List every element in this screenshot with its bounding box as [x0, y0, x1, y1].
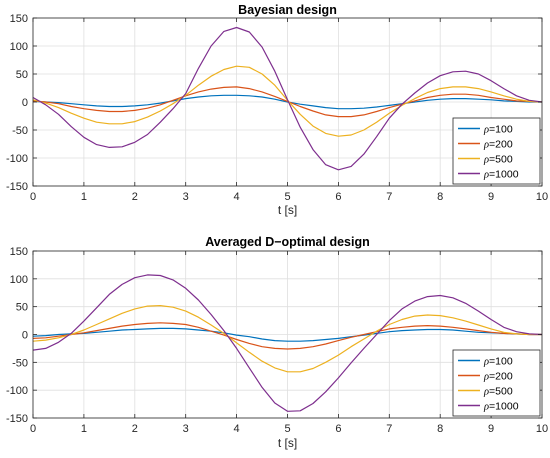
x-tick-label: 7 [386, 191, 392, 203]
legend: ρ=100 ρ=200 ρ=500 ρ=1000 [452, 349, 541, 417]
legend: ρ=100 ρ=200 ρ=500 ρ=1000 [452, 117, 541, 185]
legend-item-500: ρ=500 [458, 154, 513, 166]
legend-label: ρ=100 [483, 356, 513, 368]
x-axis-label: t [s] [278, 436, 297, 450]
x-tick-label: 2 [132, 423, 138, 435]
x-tick-label: 5 [284, 191, 290, 203]
legend-label: ρ=1000 [483, 169, 519, 181]
series-line-500 [32, 305, 542, 373]
chart-panel-bayesian: 0 1 2 3 4 5 6 7 8 9 10 -150 -100 -50 0 50 100 150 Bayesian… [6, 3, 548, 217]
series-line-100 [32, 327, 542, 342]
y-tick-label: 100 [10, 274, 28, 286]
series-line-200 [32, 86, 543, 118]
legend-item-200: ρ=200 [458, 139, 513, 151]
x-tick-label: 7 [386, 423, 392, 435]
legend-item-1000: ρ=1000 [458, 169, 519, 181]
legend-label: ρ=500 [483, 386, 513, 398]
y-tick-label: -100 [6, 385, 28, 397]
x-tick-label: 10 [536, 191, 548, 203]
x-tick-label: 3 [183, 423, 189, 435]
y-tick-label: 50 [16, 69, 28, 81]
y-tick-label: -50 [12, 357, 28, 369]
y-tick-label: 0 [22, 330, 28, 342]
x-tick-label: 9 [488, 191, 494, 203]
x-tick-label: 0 [30, 423, 36, 435]
x-tick-label: 10 [536, 423, 548, 435]
x-tick-label: 2 [132, 191, 138, 203]
x-tick-label: 4 [234, 423, 240, 435]
legend-item-100: ρ=100 [458, 124, 513, 136]
x-tick-label: 6 [335, 191, 341, 203]
legend-label: ρ=200 [483, 371, 513, 383]
legend-item-1000: ρ=1000 [458, 401, 519, 413]
legend-label: ρ=1000 [483, 401, 519, 413]
legend-item-100: ρ=100 [458, 356, 513, 368]
y-tick-label: -150 [6, 413, 28, 425]
y-tick-label: 100 [10, 41, 28, 53]
y-tick-label: 50 [16, 302, 28, 314]
x-tick-label: 8 [437, 423, 443, 435]
chart-title: Averaged D−optimal design [205, 235, 370, 249]
x-tick-label: 3 [183, 191, 189, 203]
y-tick-label: 150 [10, 13, 28, 25]
x-tick-label: 1 [81, 423, 87, 435]
x-tick-label: 4 [234, 191, 240, 203]
x-tick-label: 1 [81, 191, 87, 203]
x-tick-label: 6 [335, 423, 341, 435]
y-tick-label: 0 [22, 97, 28, 109]
series-line-200 [32, 322, 542, 350]
legend-label: ρ=500 [483, 154, 513, 166]
legend-label: ρ=200 [483, 139, 513, 151]
y-tick-label: -150 [6, 181, 28, 193]
chart-title: Bayesian design [238, 3, 337, 17]
series-line-1000 [32, 274, 543, 412]
legend-label: ρ=100 [483, 124, 513, 136]
x-tick-label: 8 [437, 191, 443, 203]
x-tick-label: 9 [488, 423, 494, 435]
chart-panel-d-optimal: 0 1 2 3 4 5 6 7 8 9 10 -150 -100 -50 0 50 100 150 Averaged… [6, 235, 548, 450]
series-line-1000 [32, 26, 543, 171]
y-tick-label: -100 [6, 153, 28, 165]
x-tick-label: 5 [284, 423, 290, 435]
x-tick-label: 0 [30, 191, 36, 203]
legend-item-500: ρ=500 [458, 386, 513, 398]
y-tick-label: -50 [12, 125, 28, 137]
y-tick-label: 150 [10, 246, 28, 258]
x-axis-label: t [s] [278, 203, 297, 217]
legend-item-200: ρ=200 [458, 371, 513, 383]
